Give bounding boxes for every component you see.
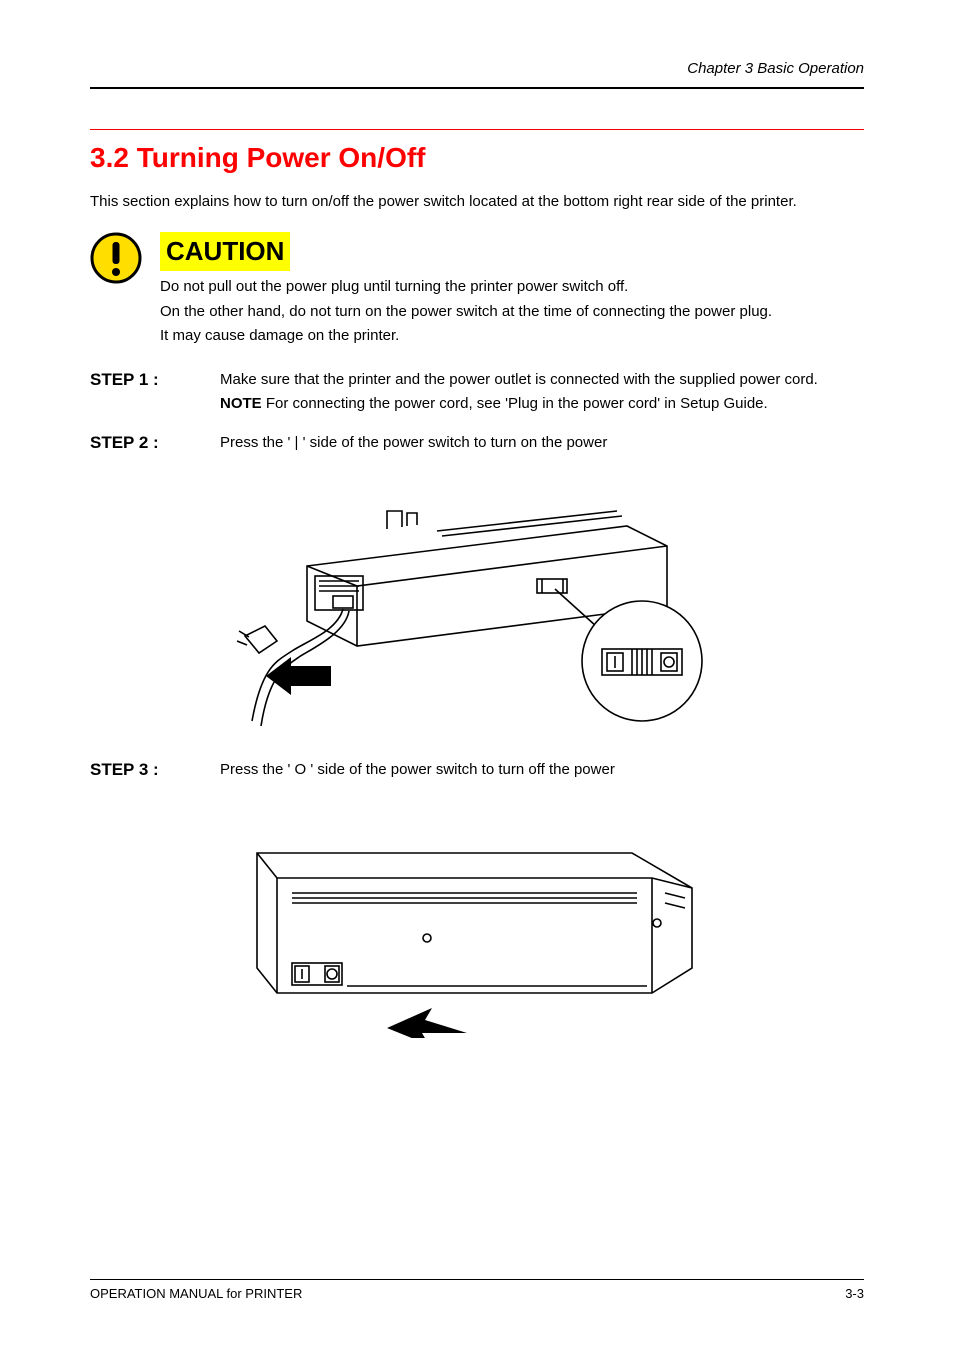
footer-left: OPERATION MANUAL for PRINTER xyxy=(90,1286,302,1301)
caution-line-2: On the other hand, do not turn on the po… xyxy=(160,302,864,322)
caution-label: CAUTION xyxy=(160,232,290,271)
step-3: STEP 3 : Press the ' O ' side of the pow… xyxy=(90,760,864,780)
step-1-label: STEP 1 : xyxy=(90,370,220,390)
step-1-note-label: NOTE xyxy=(220,395,262,412)
step-2: STEP 2 : Press the ' | ' side of the pow… xyxy=(90,433,864,453)
step-3-text: Press the ' O ' side of the power switch… xyxy=(220,760,864,780)
header-rule xyxy=(90,87,864,89)
section-title: 3.2 Turning Power On/Off xyxy=(90,142,864,174)
step-2-text: Press the ' | ' side of the power switch… xyxy=(220,433,864,453)
step-2-label: STEP 2 : xyxy=(90,433,220,453)
figure-power-off xyxy=(90,798,864,1043)
figure-power-on xyxy=(90,471,864,736)
caution-block: CAUTION Do not pull out the power plug u… xyxy=(90,232,864,350)
caution-line-3: It may cause damage on the printer. xyxy=(160,326,864,346)
caution-icon xyxy=(90,232,142,289)
section-rule xyxy=(90,129,864,130)
footer: OPERATION MANUAL for PRINTER 3-3 xyxy=(90,1279,864,1301)
caution-line-1: Do not pull out the power plug until tur… xyxy=(160,277,864,297)
step-1-text: Make sure that the printer and the power… xyxy=(220,370,864,390)
footer-right: 3-3 xyxy=(845,1286,864,1301)
step-1: STEP 1 : Make sure that the printer and … xyxy=(90,370,864,415)
step-1-note: For connecting the power cord, see 'Plug… xyxy=(266,395,768,412)
header-chapter: Chapter 3 Basic Operation xyxy=(90,60,864,77)
intro-text: This section explains how to turn on/off… xyxy=(90,192,864,212)
footer-rule xyxy=(90,1279,864,1280)
step-3-label: STEP 3 : xyxy=(90,760,220,780)
